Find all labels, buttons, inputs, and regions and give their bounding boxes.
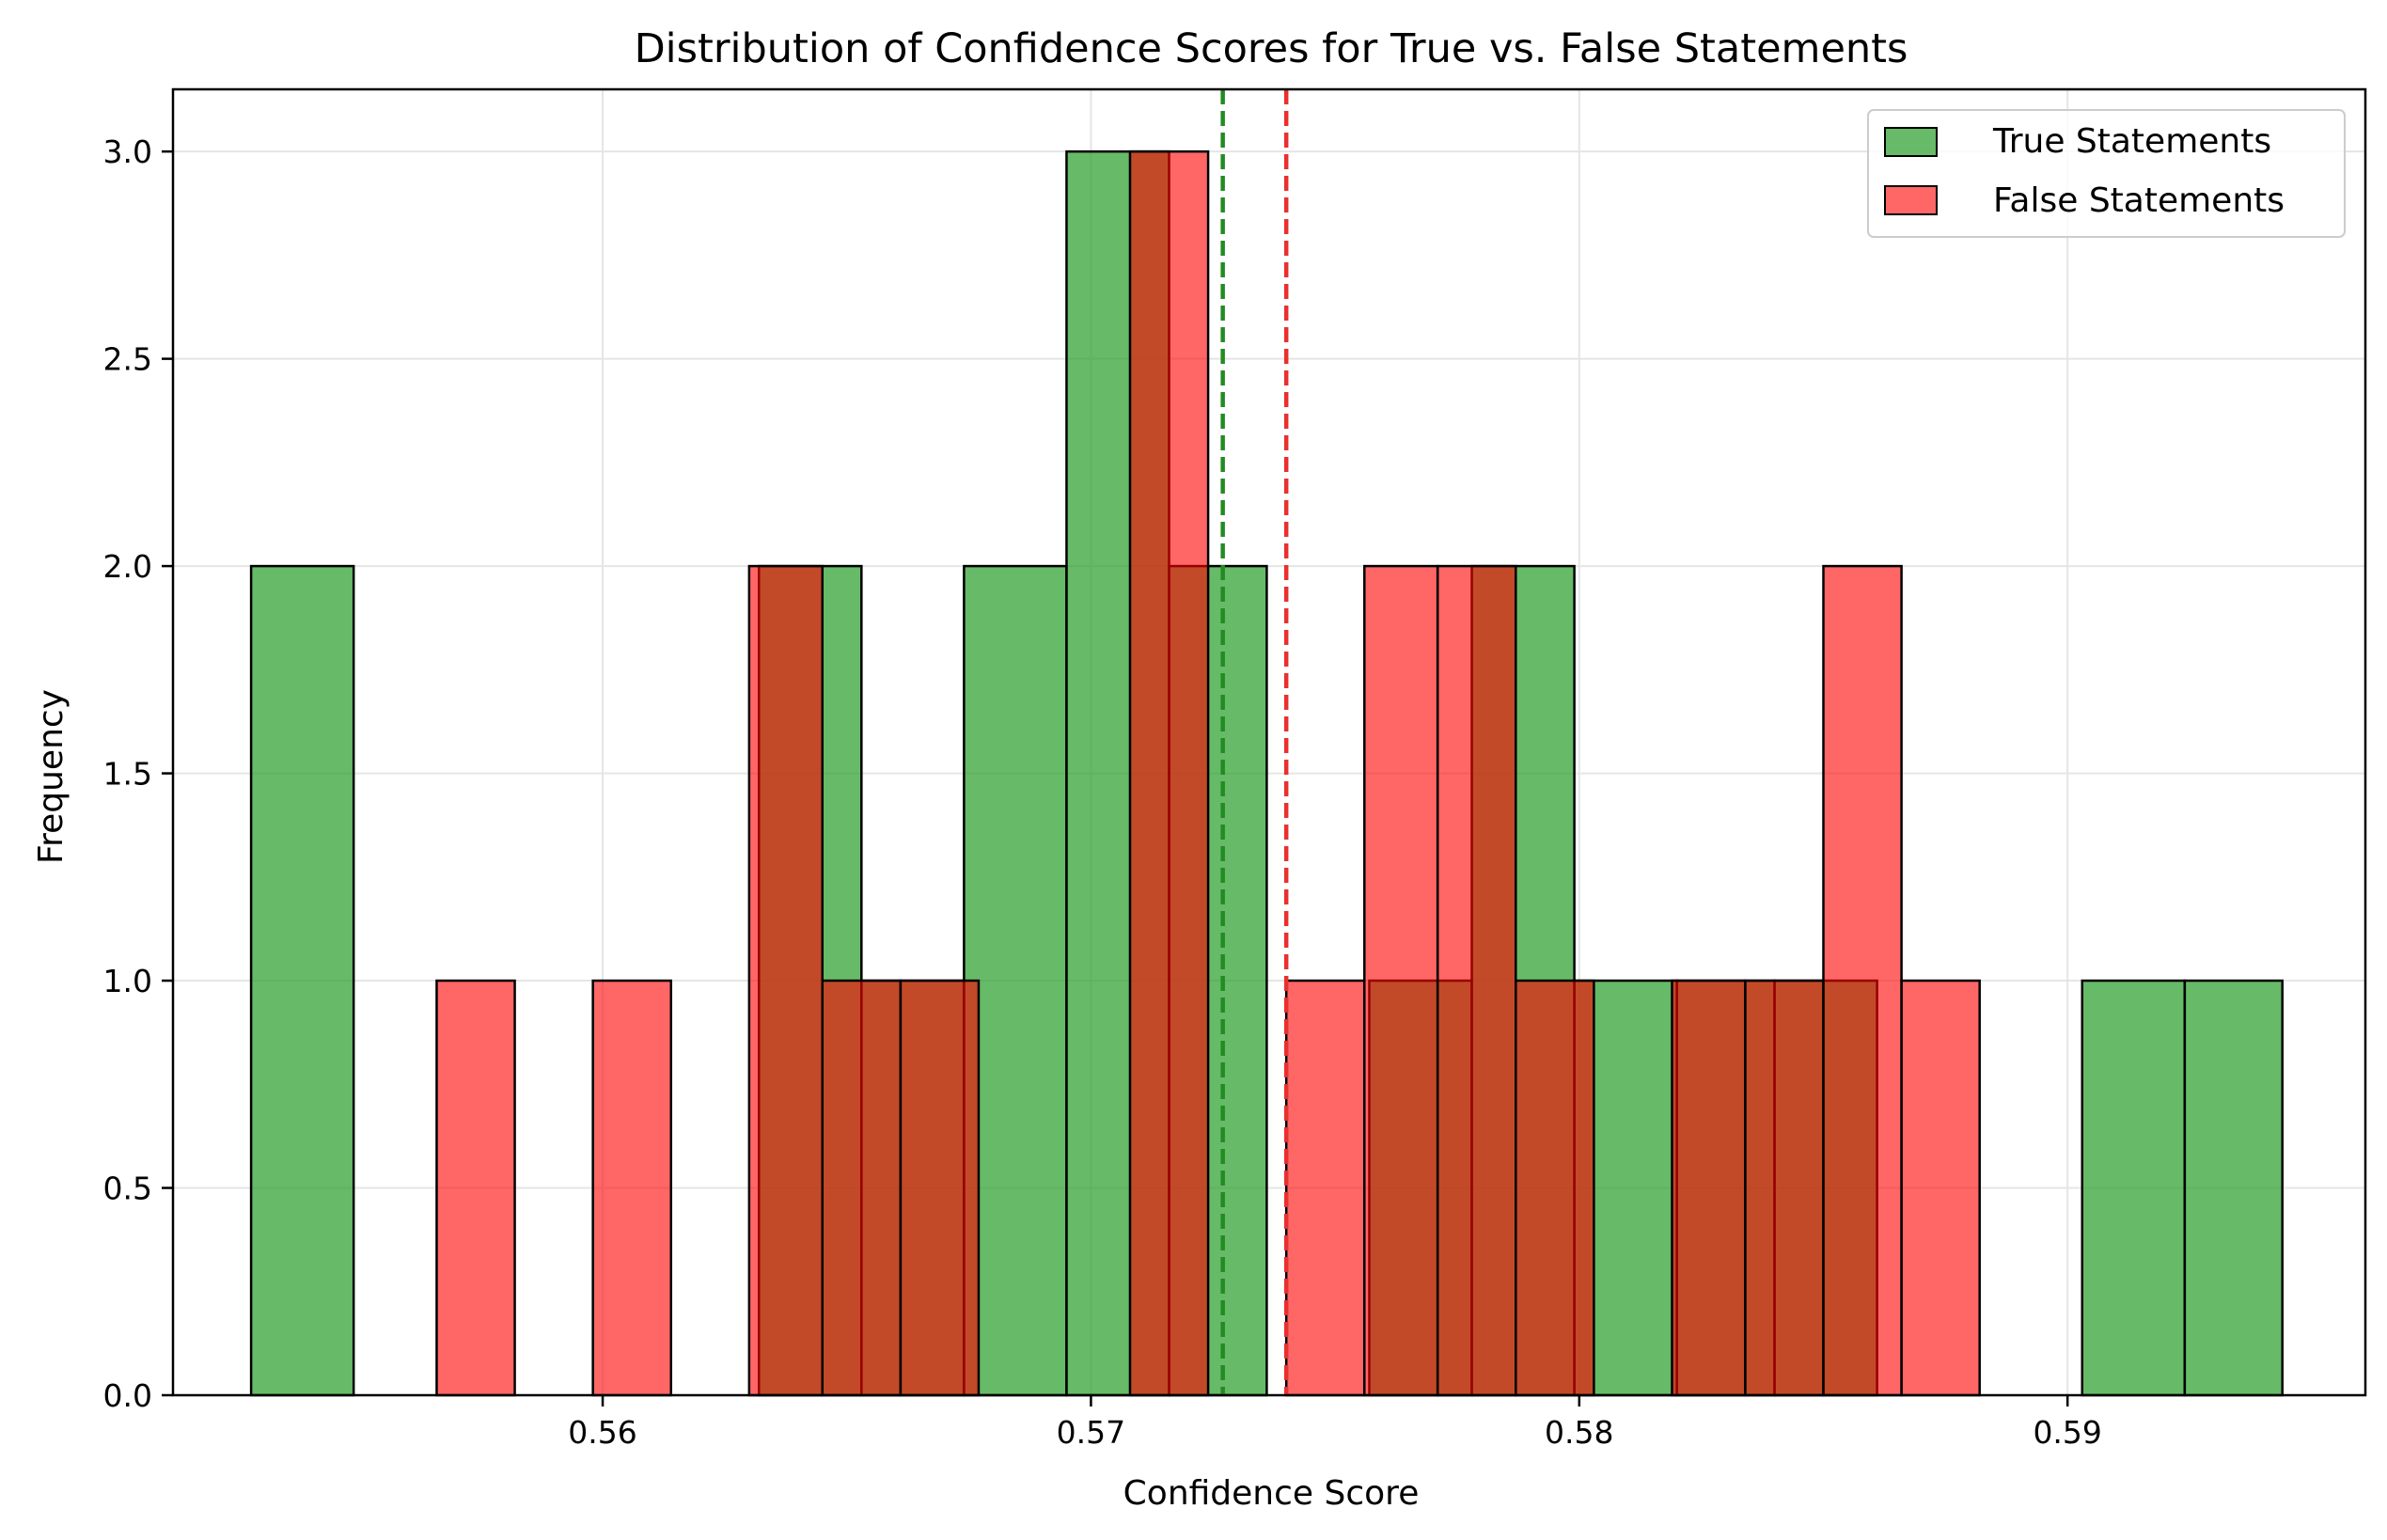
false-bar-17 [1744,979,1825,1397]
false-bar-12 [1363,564,1439,1397]
true-bar-18 [2081,979,2187,1397]
x-axis-ticks: 0.56 0.57 0.58 0.59 [568,1395,2102,1451]
legend: True Statements False Statements [1867,109,2346,238]
true-bar-0 [249,564,355,1397]
false-bar-18 [1822,564,1903,1397]
mean-lines [1220,89,1289,1395]
false-bar-19 [1900,979,1981,1397]
x-tick-label-0: 0.56 [568,1414,636,1451]
y-tick-label-3: 1.5 [103,756,152,793]
false-bar-4 [747,564,824,1397]
false-bar-11 [1284,979,1366,1397]
false-bar-2 [591,979,673,1397]
y-tick-label-0: 0.0 [103,1377,152,1414]
plot-frame [171,87,2367,1397]
chart-title: Distribution of Confidence Scores for Tr… [635,25,1908,72]
legend-box [1867,109,2346,238]
y-tick-label-5: 2.5 [103,341,152,378]
false-bar-9 [1128,149,1210,1397]
x-axis-label: Confidence Score [1123,1474,1420,1513]
histogram-bars [249,149,2284,1397]
y-axis-ticks: 0.0 0.5 1.0 1.5 2.0 2.5 3.0 [103,134,173,1414]
x-tick-label-2: 0.58 [1545,1414,1613,1451]
false-bar-14 [1515,979,1595,1397]
legend-swatch-true [1884,127,1938,157]
false-bar-6 [899,979,981,1397]
false-bar-0 [435,979,516,1397]
false-bar-13 [1436,564,1517,1397]
y-axis-label: Frequency [32,689,71,864]
legend-swatch-false [1884,185,1938,215]
legend-label-true: True Statements [1992,122,2271,161]
y-tick-label-2: 1.0 [103,963,152,999]
false-bar-5 [821,979,903,1397]
y-tick-label-4: 2.0 [103,548,152,585]
x-tick-label-1: 0.57 [1057,1414,1125,1451]
y-tick-label-1: 0.5 [103,1171,152,1207]
y-tick-label-6: 3.0 [103,134,152,170]
x-tick-label-3: 0.59 [2033,1414,2101,1451]
false-bar-16 [1671,979,1747,1397]
legend-label-false: False Statements [1993,181,2285,220]
true-bar-19 [2183,979,2284,1397]
